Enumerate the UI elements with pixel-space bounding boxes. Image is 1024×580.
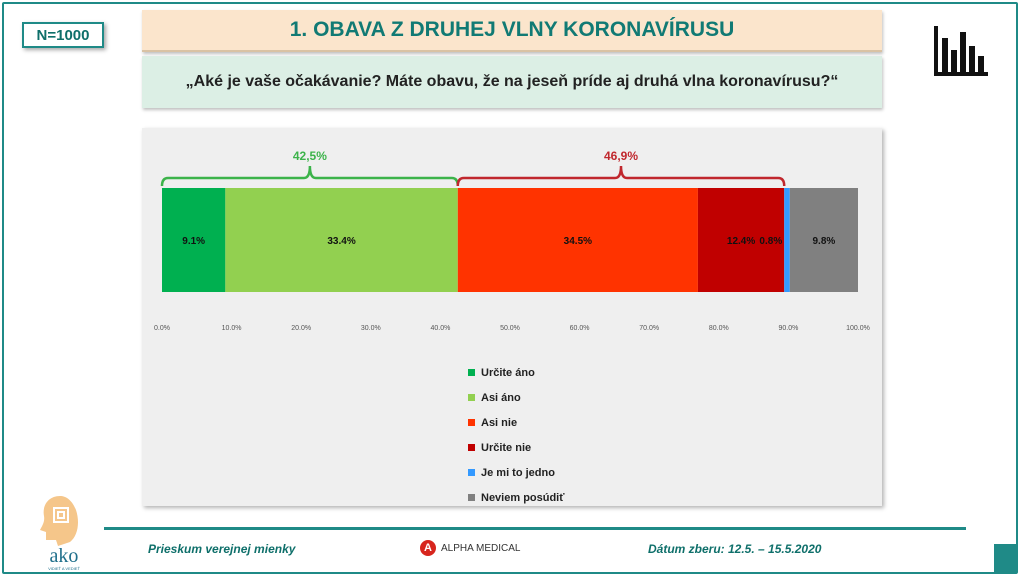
data-label-1: 9.1% xyxy=(182,236,205,247)
legend-item: Určite nie xyxy=(468,435,565,460)
data-label-6: 9.8% xyxy=(812,236,835,247)
footer-survey-label: Prieskum verejnej mienky xyxy=(148,542,296,556)
legend-swatch xyxy=(468,444,475,451)
x-tick-label: 60.0% xyxy=(570,325,590,332)
x-tick-label: 0.0% xyxy=(154,325,170,332)
footer-date-label: Dátum zberu: 12.5. – 15.5.2020 xyxy=(648,542,822,556)
footer-divider xyxy=(104,527,966,530)
legend-label: Určite áno xyxy=(481,366,535,379)
chart-panel: 9.1% 33.4% 34.5% 12.4% 0.8% 9.8% 0.0% 10.0% 20.0… xyxy=(142,128,882,506)
slide-title: 1. OBAVA Z DRUHEJ VLNY KORONAVÍRUSU xyxy=(142,10,882,52)
bar-segment-5 xyxy=(784,188,790,292)
annotation-brace-1 xyxy=(160,165,460,187)
bar-segment-4 xyxy=(697,188,785,292)
ako-logo: ako VIDIEŤ A VEDIEŤ xyxy=(40,496,80,571)
legend-item: Určite áno xyxy=(468,360,565,385)
x-tick-label: 10.0% xyxy=(222,325,242,332)
legend-swatch xyxy=(468,419,475,426)
ako-logo-tagline: VIDIEŤ A VEDIEŤ xyxy=(48,566,80,571)
x-tick-label: 30.0% xyxy=(361,325,381,332)
legend-swatch xyxy=(468,469,475,476)
legend-swatch xyxy=(468,394,475,401)
x-tick-label: 50.0% xyxy=(500,325,520,332)
alpha-medical-logo: A ALPHA MEDICAL xyxy=(420,540,520,556)
legend-item: Je mi to jedno xyxy=(468,460,565,485)
stacked-bar-chart: 9.1% 33.4% 34.5% 12.4% 0.8% 9.8% 0.0% 10.0% 20.0… xyxy=(154,149,870,332)
alpha-medical-mark: A xyxy=(420,540,436,556)
data-label-2: 33.4% xyxy=(327,236,355,247)
x-tick-label: 100.0% xyxy=(846,325,870,332)
data-label-4: 12.4% xyxy=(727,236,755,247)
legend-label: Určite nie xyxy=(481,441,532,454)
bar-segment-1 xyxy=(162,188,226,292)
x-tick-label: 20.0% xyxy=(291,325,311,332)
legend-item: Asi áno xyxy=(468,385,565,410)
data-label-5: 0.8% xyxy=(759,236,782,247)
x-tick-label: 40.0% xyxy=(430,325,450,332)
bar-segment-2 xyxy=(225,188,458,292)
corner-decoration xyxy=(994,544,1016,572)
survey-question: „Aké je vaše očakávanie? Máte obavu, že … xyxy=(142,56,882,108)
annotation-label-2: 46,9% xyxy=(604,149,638,163)
legend-item: Asi nie xyxy=(468,410,565,435)
x-tick-label: 70.0% xyxy=(639,325,659,332)
legend-swatch xyxy=(468,369,475,376)
data-label-3: 34.5% xyxy=(564,236,592,247)
bar-chart-icon xyxy=(934,26,988,76)
bar-segment-6 xyxy=(789,188,858,292)
legend-item: Neviem posúdiť xyxy=(468,485,565,510)
annotation-label-1: 42,5% xyxy=(293,149,327,163)
legend-swatch xyxy=(468,494,475,501)
annotation-brace-2 xyxy=(456,165,786,187)
legend-label: Neviem posúdiť xyxy=(481,491,565,504)
bar-segment-3 xyxy=(457,188,698,292)
legend-label: Asi nie xyxy=(481,416,518,429)
legend-label: Je mi to jedno xyxy=(481,466,555,479)
chart-legend: Určite áno Asi áno Asi nie Určite nie Je mi … xyxy=(468,360,565,510)
legend-label: Asi áno xyxy=(481,391,521,404)
sample-size-badge: N=1000 xyxy=(22,22,104,48)
x-tick-label: 80.0% xyxy=(709,325,729,332)
alpha-medical-name: ALPHA MEDICAL xyxy=(441,542,521,554)
slide-frame xyxy=(2,2,1018,574)
ako-logo-text: ako xyxy=(50,545,79,567)
x-tick-label: 90.0% xyxy=(778,325,798,332)
